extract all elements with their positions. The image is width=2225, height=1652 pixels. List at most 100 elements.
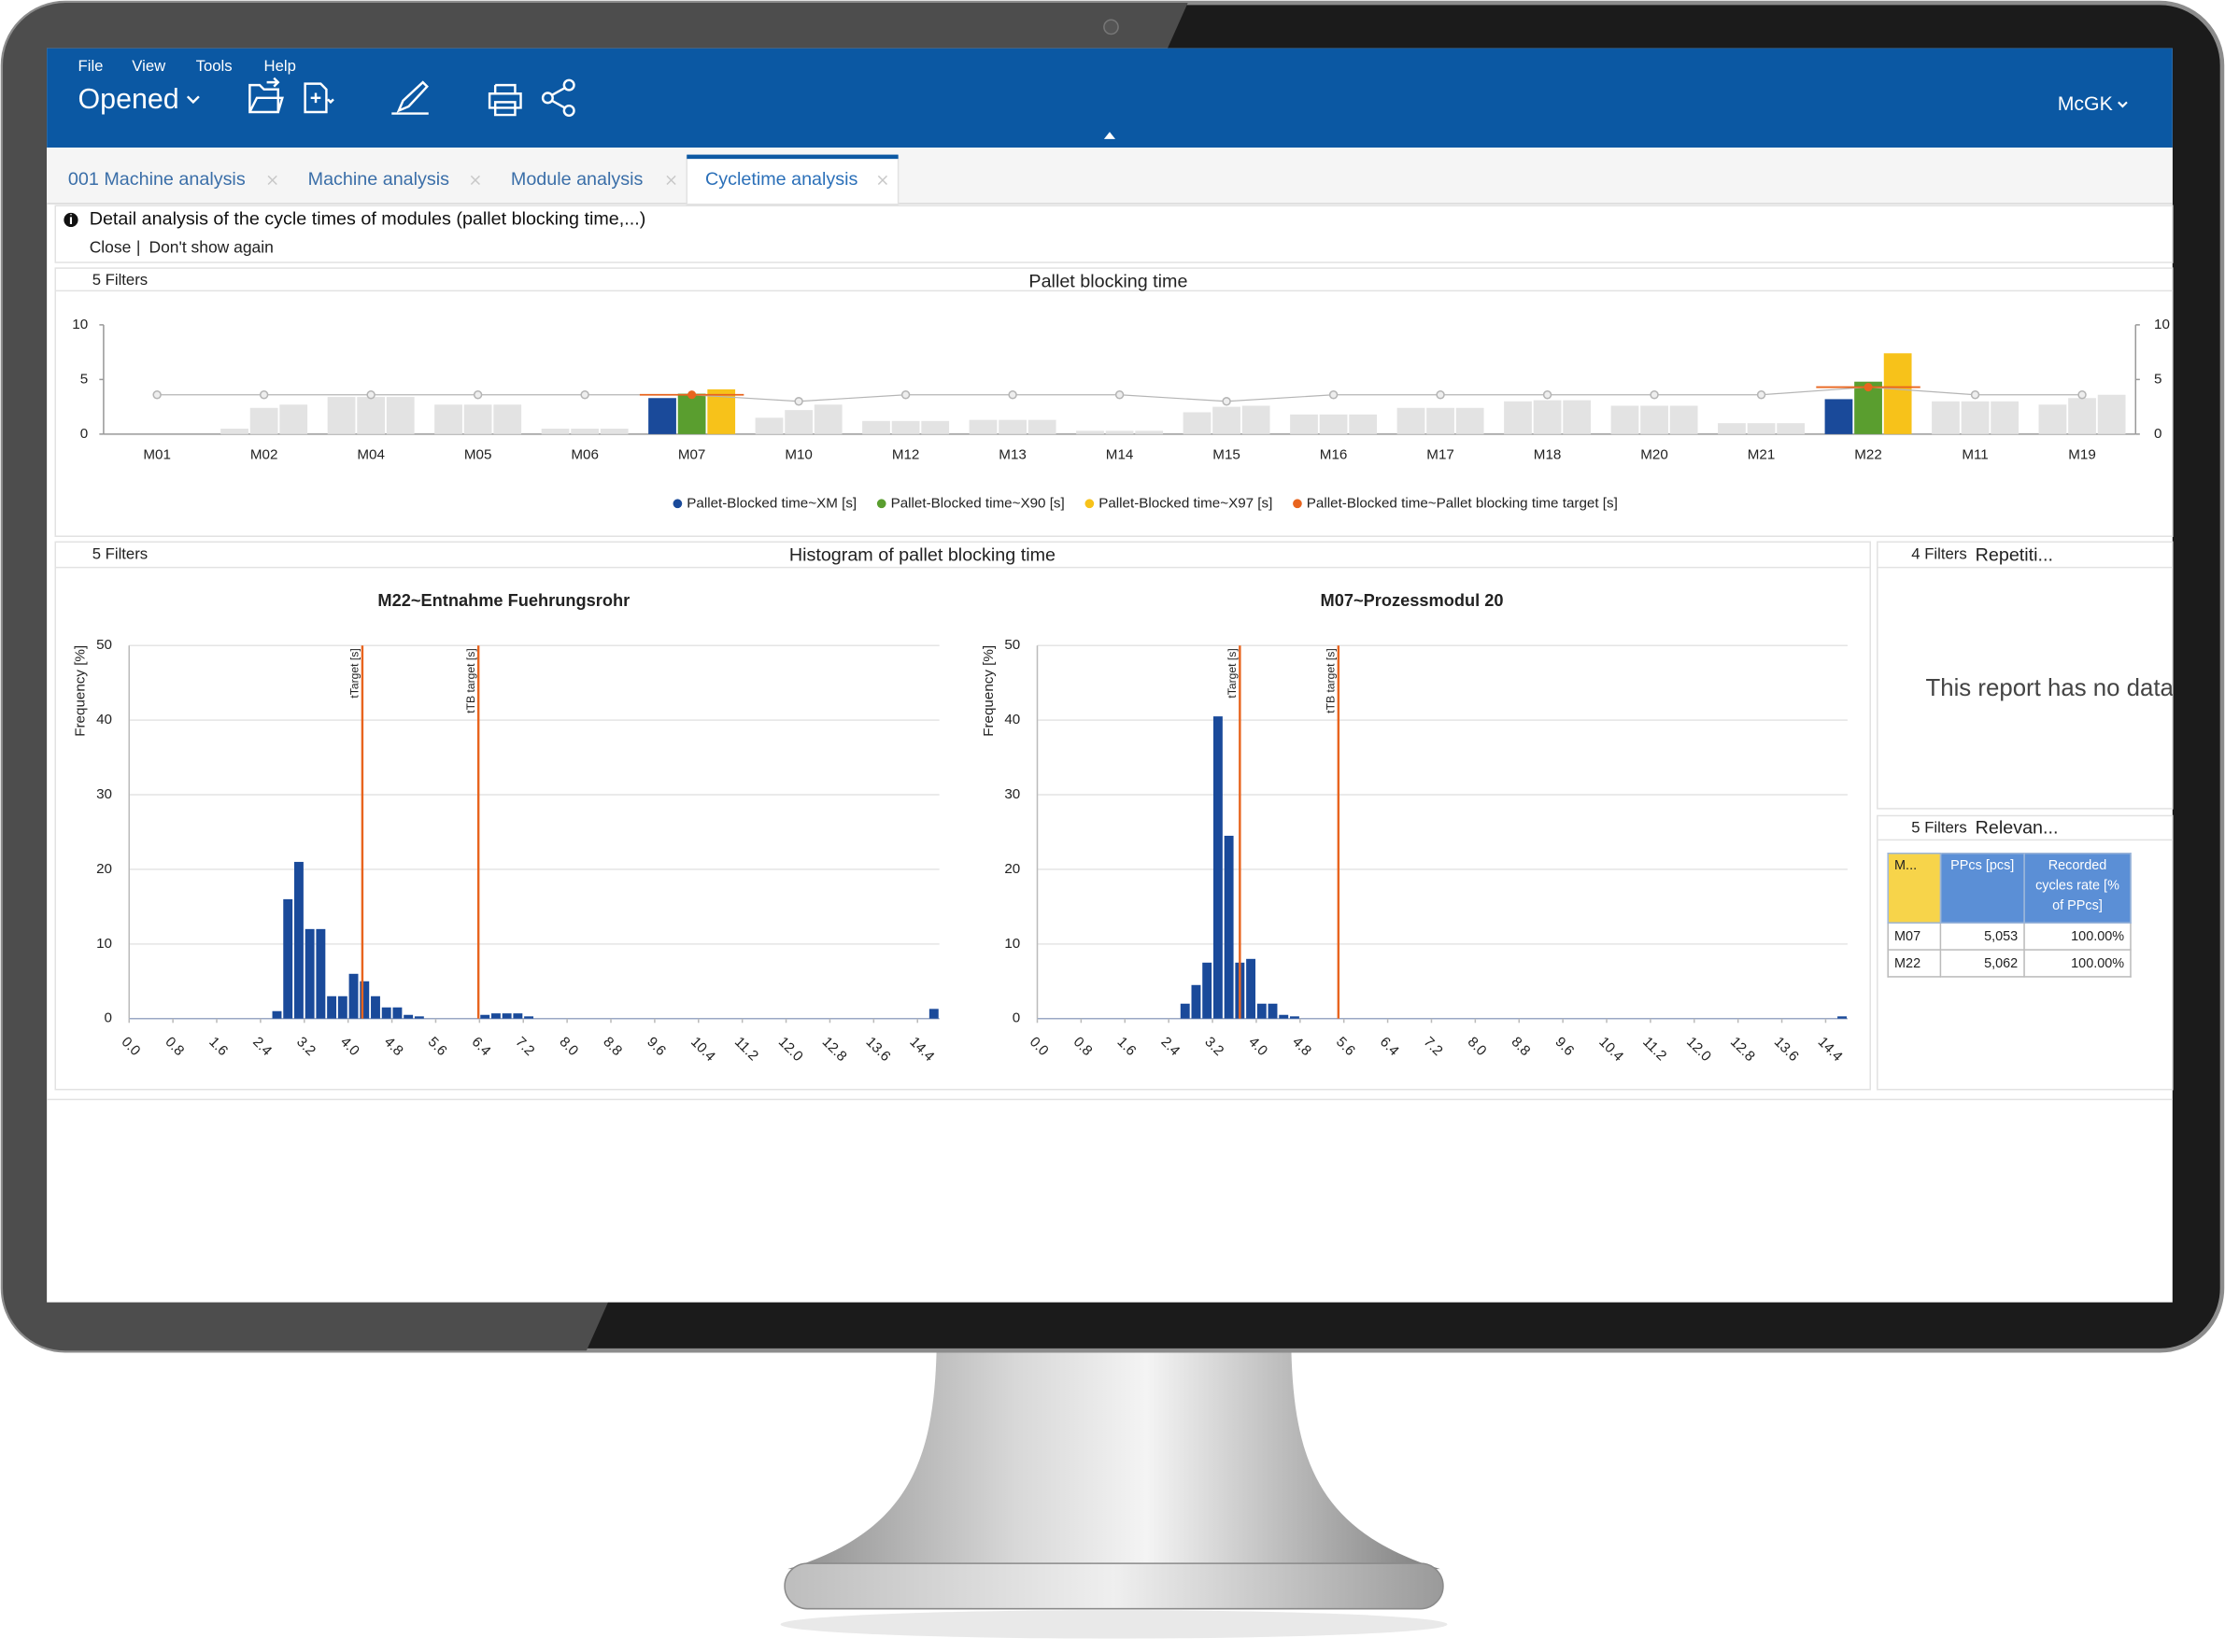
reference-label: tTarget [s]	[1226, 648, 1239, 698]
histogram-bar	[293, 861, 304, 1019]
bar	[1349, 414, 1378, 434]
table-cell: M22	[1887, 949, 1942, 978]
histogram-bar	[524, 1016, 534, 1019]
tab-close[interactable]	[267, 175, 277, 186]
edit-icon[interactable]	[391, 80, 429, 115]
y-tick-label: 20	[96, 861, 112, 877]
tab[interactable]: Cycletime analysis	[705, 169, 858, 190]
table-cell: 100.00%	[2023, 949, 2132, 978]
empty-message: This report has no data	[1925, 675, 2174, 701]
tab-close[interactable]	[666, 175, 676, 186]
y-axis-title: Frequency [%]	[981, 645, 997, 737]
histogram-bar	[1180, 1003, 1190, 1019]
bar	[999, 419, 1027, 434]
x-tick-label: M07	[678, 447, 706, 463]
target-point	[1970, 390, 1980, 400]
reference-label: tTarget [s]	[348, 648, 361, 698]
filter-count: 4 Filters	[1911, 544, 1966, 562]
histogram-bar	[337, 995, 347, 1019]
share-icon[interactable]	[541, 78, 575, 118]
active-tab	[686, 155, 900, 205]
target-point	[1864, 382, 1873, 392]
bar	[969, 419, 998, 434]
target-point	[1650, 390, 1659, 400]
table-header: PPcs [pcs]	[1939, 852, 2025, 924]
x-tick-label: M06	[571, 447, 599, 463]
tab[interactable]: Machine analysis	[308, 169, 450, 190]
histogram-bar	[480, 1014, 490, 1019]
chart-title: M22~Entnahme Fuehrungsrohr	[377, 591, 630, 610]
user-menu[interactable]: McGK	[2058, 92, 2113, 115]
bar	[2038, 404, 2067, 434]
stand-neck	[787, 1350, 1440, 1570]
bar	[279, 404, 308, 434]
screen	[47, 48, 2173, 1303]
new-icon[interactable]	[304, 82, 334, 114]
menu-item[interactable]: View	[132, 57, 166, 75]
y-tick-label: 50	[1004, 637, 1020, 653]
target-point	[152, 390, 162, 400]
bar	[1183, 412, 1212, 434]
histogram-bar	[1191, 984, 1201, 1019]
histogram-bar	[360, 981, 370, 1019]
x-tick-label: M16	[1320, 447, 1348, 463]
bar	[1290, 414, 1318, 434]
x-tick-label: M05	[464, 447, 492, 463]
menu-item[interactable]: File	[78, 57, 104, 75]
bar	[1777, 423, 1806, 434]
x-tick-label: M17	[1426, 447, 1454, 463]
chart-title: Pallet blocking time	[1028, 272, 1187, 292]
app-header	[47, 48, 2173, 148]
histogram-bar	[348, 973, 359, 1019]
menu-item[interactable]: Tools	[196, 57, 233, 75]
bar	[1027, 419, 1056, 434]
bar	[1991, 401, 2020, 434]
separator: |	[136, 237, 141, 256]
stand-shadow	[780, 1610, 1448, 1639]
x-tick-label: M13	[999, 447, 1027, 463]
legend-label: Pallet-Blocked time~XM [s]	[687, 495, 857, 511]
legend-label: Pallet-Blocked time~Pallet blocking time…	[1307, 495, 1618, 511]
y-tick-label: 0	[80, 426, 88, 442]
histogram-bar	[1837, 1016, 1847, 1019]
histogram-bar	[1212, 716, 1223, 1019]
legend-label: Pallet-Blocked time~X90 [s]	[891, 495, 1065, 511]
x-tick-label: M14	[1106, 447, 1134, 463]
histogram-bar	[414, 1016, 424, 1019]
collapse-toggle[interactable]	[1103, 132, 1116, 139]
x-tick-label: M02	[250, 447, 278, 463]
tab-close[interactable]	[877, 175, 887, 186]
histogram-bar	[392, 1007, 403, 1019]
histogram-bar	[490, 1013, 501, 1019]
stand-base	[784, 1562, 1444, 1610]
bar	[220, 429, 248, 434]
document-menu[interactable]: Opened	[78, 83, 179, 115]
histogram-bar	[502, 1013, 512, 1019]
bar	[1241, 405, 1270, 434]
open-icon[interactable]	[248, 83, 284, 114]
histogram-bar	[1290, 1016, 1299, 1019]
tab[interactable]: 001 Machine analysis	[68, 169, 246, 190]
y-tick-label: 30	[1004, 786, 1020, 802]
x-tick-label: M01	[143, 447, 171, 463]
bar	[891, 420, 920, 434]
histogram-bar	[305, 928, 315, 1019]
legend-marker	[673, 499, 683, 509]
bar	[249, 407, 278, 434]
dont-show-link[interactable]: Don't show again	[149, 237, 274, 256]
target-point	[1542, 390, 1552, 400]
tab[interactable]: Module analysis	[511, 169, 644, 190]
close-link[interactable]: Close	[90, 237, 132, 256]
active-tab-indicator	[687, 154, 899, 160]
print-icon[interactable]	[488, 83, 522, 117]
chevron	[2118, 101, 2128, 108]
filter-count: 5 Filters	[1911, 819, 1966, 837]
bar	[600, 429, 629, 434]
bar	[1135, 431, 1164, 434]
chart-title: M07~Prozessmodul 20	[1321, 591, 1504, 610]
menu-item[interactable]: Help	[264, 57, 296, 75]
tab-close[interactable]	[470, 175, 481, 186]
bar	[1504, 401, 1532, 434]
